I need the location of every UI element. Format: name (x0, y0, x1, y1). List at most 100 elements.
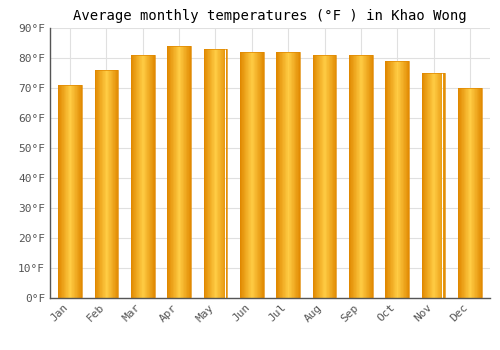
Bar (312, 55, 336, 298)
Bar (422, 73, 423, 298)
Bar (222, 49, 223, 298)
Bar (276, 52, 277, 298)
Bar (430, 73, 432, 298)
Bar (472, 88, 473, 298)
Bar (76, 85, 77, 298)
Bar (286, 52, 287, 298)
Bar (185, 46, 186, 298)
Bar (276, 52, 300, 298)
Bar (408, 61, 409, 297)
Bar (350, 55, 351, 298)
Bar (283, 52, 284, 298)
Bar (252, 52, 253, 298)
Bar (78, 85, 79, 298)
Bar (282, 52, 283, 298)
Bar (388, 61, 389, 297)
Bar (100, 70, 101, 298)
Bar (288, 52, 289, 298)
Bar (168, 46, 191, 298)
Bar (71, 85, 72, 298)
Bar (144, 55, 145, 298)
Bar (131, 55, 154, 298)
Bar (209, 49, 210, 298)
Bar (214, 49, 215, 298)
Bar (390, 61, 391, 297)
Bar (79, 85, 80, 298)
Bar (74, 85, 76, 298)
Bar (335, 55, 336, 298)
Bar (108, 70, 110, 298)
Bar (225, 49, 226, 298)
Bar (134, 55, 135, 298)
Bar (258, 52, 259, 298)
Bar (333, 55, 334, 298)
Bar (320, 55, 321, 298)
Bar (145, 55, 146, 298)
Bar (116, 70, 117, 298)
Bar (481, 88, 482, 298)
Bar (63, 85, 64, 298)
Bar (392, 61, 393, 297)
Bar (458, 88, 459, 298)
Bar (147, 55, 148, 298)
Bar (370, 55, 371, 298)
Bar (204, 49, 228, 298)
Bar (205, 49, 206, 298)
Bar (330, 55, 331, 298)
Bar (110, 70, 111, 298)
Bar (73, 85, 74, 298)
Bar (352, 55, 353, 298)
Bar (173, 46, 174, 298)
Bar (148, 55, 149, 298)
Bar (171, 46, 172, 298)
Bar (386, 61, 387, 297)
Bar (403, 61, 404, 297)
Bar (358, 55, 359, 298)
Bar (349, 55, 372, 298)
Bar (106, 70, 107, 298)
Bar (70, 85, 71, 298)
Bar (104, 70, 105, 298)
Bar (476, 88, 477, 298)
Bar (365, 55, 366, 298)
Bar (294, 52, 296, 298)
Bar (322, 55, 323, 298)
Bar (257, 52, 258, 298)
Bar (217, 49, 218, 298)
Bar (141, 55, 142, 298)
Bar (94, 70, 95, 298)
Bar (318, 55, 319, 298)
Bar (464, 88, 466, 298)
Bar (473, 88, 474, 298)
Bar (353, 55, 354, 298)
Bar (64, 85, 66, 298)
Bar (367, 55, 368, 298)
Bar (246, 52, 247, 298)
Bar (368, 55, 369, 298)
Bar (101, 70, 102, 298)
Bar (112, 70, 113, 298)
Bar (208, 49, 209, 298)
Bar (292, 52, 293, 298)
Bar (170, 46, 171, 298)
Bar (169, 46, 170, 298)
Bar (312, 55, 314, 298)
Bar (137, 55, 138, 298)
Bar (151, 55, 152, 298)
Bar (298, 52, 299, 298)
Bar (357, 55, 358, 298)
Bar (149, 55, 150, 298)
Bar (111, 70, 112, 298)
Bar (433, 73, 434, 298)
Bar (102, 70, 103, 298)
Bar (444, 73, 445, 298)
Bar (477, 88, 478, 298)
Bar (399, 61, 400, 297)
Bar (94, 70, 118, 298)
Bar (459, 88, 460, 298)
Bar (289, 52, 290, 298)
Bar (321, 55, 322, 298)
Bar (140, 55, 141, 298)
Bar (132, 55, 134, 298)
Bar (240, 52, 241, 298)
